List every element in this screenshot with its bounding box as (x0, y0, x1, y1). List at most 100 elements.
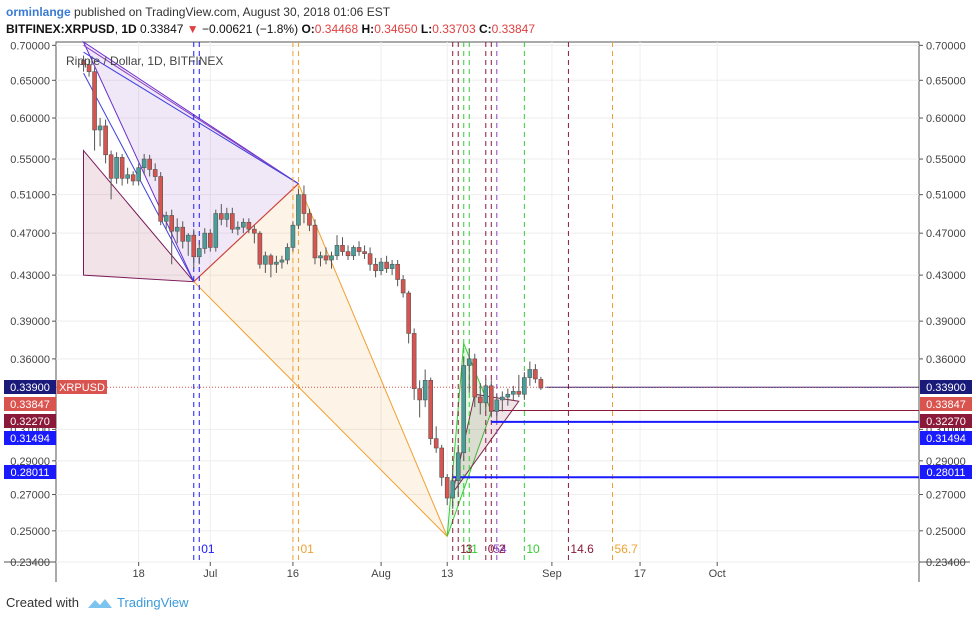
candle-body (130, 174, 136, 182)
cycle-label: 1 (466, 542, 473, 556)
low-label: L: (420, 22, 433, 36)
y-tick-label-left: 0.65000 (10, 75, 50, 87)
candle-body (268, 255, 274, 265)
y-tick-label-right: 0.60000 (926, 113, 966, 125)
candle-body (274, 261, 279, 265)
price-label-left: 0.33847 (10, 399, 50, 411)
y-tick-label-left: 0.60000 (10, 113, 50, 125)
y-tick-label-left: 0.25000 (10, 526, 50, 538)
candle-body (411, 333, 417, 389)
candle-body (439, 447, 445, 478)
price-label-bg-right (920, 414, 972, 428)
y-tick-label-right: 0.23400 (926, 557, 966, 569)
candle-body (219, 213, 224, 220)
price-label-right: 0.31494 (926, 433, 966, 445)
footer: Created with TradingView (6, 595, 189, 610)
level-lines (56, 386, 919, 479)
candle-body (141, 158, 147, 169)
candle-body (180, 226, 186, 242)
x-tick-label: 17 (634, 568, 646, 580)
grid (56, 42, 919, 563)
pattern-triangle (83, 149, 195, 283)
x-tick-label: 13 (441, 568, 453, 580)
candle-body (494, 399, 500, 412)
y-tick-label-right: 0.47000 (926, 228, 966, 240)
y-tick-label-left: 0.55000 (10, 154, 50, 166)
candle-body (395, 263, 400, 280)
trend-line (193, 183, 299, 283)
price-label-right: 0.28011 (927, 467, 966, 479)
tradingview-link[interactable]: TradingView (116, 595, 189, 610)
candle-body (290, 224, 296, 248)
candle-body (279, 259, 285, 263)
price-label-bg-left (4, 397, 56, 411)
pattern-drawings (82, 40, 520, 537)
high-label: H: (361, 22, 375, 36)
candle-body (152, 169, 158, 177)
candle-body (147, 158, 152, 170)
price-label-bg-right (920, 380, 972, 394)
candle-body (428, 380, 433, 439)
candle-body (483, 385, 489, 404)
candle-body (444, 477, 450, 499)
x-tick-label: Jul (203, 568, 217, 580)
y-tick-label-left: 0.27000 (10, 490, 50, 502)
author-name[interactable]: orminlange (6, 5, 71, 19)
candle-body (207, 232, 213, 248)
y-tick-label-left: 0.70000 (10, 40, 50, 52)
price-label-bg-right (920, 431, 972, 445)
cycle-label: 01 (300, 542, 314, 556)
cycle-label: 01 (201, 542, 215, 556)
price-label-left: 0.28011 (11, 467, 50, 479)
price-labels: 0.33900 0.33900 XRPUSD 0.33847 0.33847 0.3227… (4, 380, 972, 479)
candle-body (263, 255, 268, 265)
y-tick-label-left: 0.23400 (10, 557, 50, 569)
y-tick-label-left: 0.51000 (10, 190, 50, 202)
candle-body (351, 247, 356, 257)
candle-body (81, 60, 86, 65)
candle-body (301, 194, 307, 214)
candle-body (516, 391, 522, 395)
candle-body (119, 157, 125, 179)
price-label-left: 0.31494 (10, 433, 50, 445)
candle-body (136, 167, 141, 182)
price-label-bg-left (4, 380, 56, 394)
candle-body (417, 388, 422, 401)
y-tick-label-left: 0.29000 (10, 456, 50, 468)
candle-body (477, 396, 483, 404)
candle-body (191, 234, 197, 258)
price-label-bg-right (920, 465, 972, 479)
y-tick-label-left: 0.39000 (10, 316, 50, 328)
cycle-label: 14.6 (570, 542, 594, 556)
candle-body (511, 391, 516, 395)
candle-body (318, 255, 323, 259)
candle-body (367, 253, 373, 265)
candle-body (356, 247, 362, 252)
candle-body (505, 393, 511, 398)
price-axis-ticks: 0.70000 0.70000 0.65000 0.65000 0.60000 0.600… (10, 40, 966, 569)
candle-body (285, 247, 290, 261)
cycle-label: 1 (471, 542, 478, 556)
candle-body (378, 261, 384, 272)
candles (81, 55, 544, 509)
candle-body (522, 377, 527, 395)
price-change: −0.00621 (−1.8%) (202, 22, 299, 36)
candle-body (406, 292, 411, 334)
candle-body (312, 224, 318, 259)
candle-body (362, 251, 367, 254)
candle-body (538, 379, 544, 389)
down-arrow-icon: ▼ (186, 22, 199, 36)
cycle-label: 56.7 (615, 542, 639, 556)
candle-body (527, 369, 533, 378)
candle-body (241, 221, 246, 228)
candle-body (252, 228, 257, 234)
candle-body (257, 232, 263, 265)
cycle-label: 2 (499, 542, 506, 556)
price-label-bg-right (920, 397, 972, 411)
price-label-bg-left (4, 465, 56, 479)
x-tick-label: 16 (287, 568, 299, 580)
close-value: 0.33847 (491, 22, 536, 36)
symbol-tag-bg (57, 380, 107, 394)
candle-body (103, 125, 108, 156)
